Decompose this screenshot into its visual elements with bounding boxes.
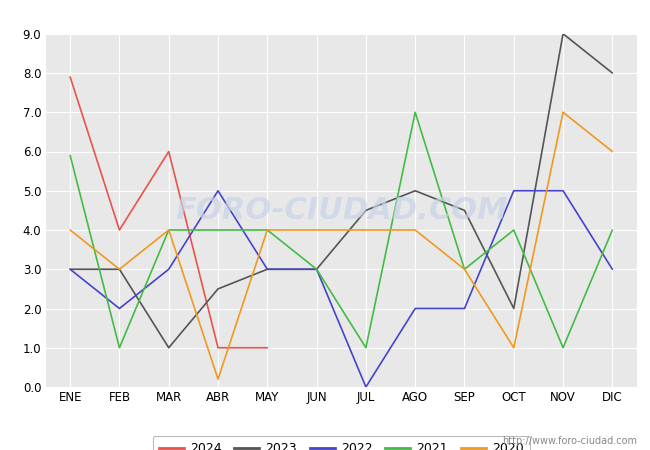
Text: FORO-CIUDAD.COM: FORO-CIUDAD.COM (175, 196, 508, 225)
Legend: 2024, 2023, 2022, 2021, 2020: 2024, 2023, 2022, 2021, 2020 (153, 436, 530, 450)
Text: Matriculaciones de Vehiculos en Laxe: Matriculaciones de Vehiculos en Laxe (170, 8, 480, 26)
Text: http://www.foro-ciudad.com: http://www.foro-ciudad.com (502, 436, 637, 446)
